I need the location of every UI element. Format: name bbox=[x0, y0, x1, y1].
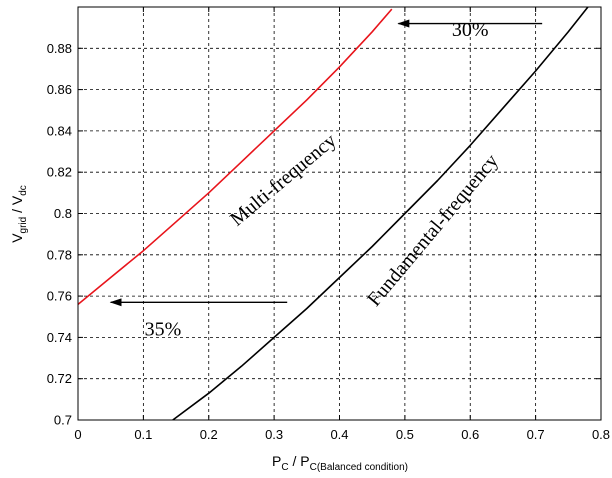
y-tick-label: 0.72 bbox=[47, 371, 72, 386]
y-tick-label: 0.84 bbox=[47, 123, 72, 138]
x-tick-label: 0.4 bbox=[330, 427, 348, 442]
x-tick-label: 0.2 bbox=[200, 427, 218, 442]
x-tick-label: 0.3 bbox=[265, 427, 283, 442]
y-tick-label: 0.7 bbox=[54, 413, 72, 428]
x-tick-label: 0.1 bbox=[134, 427, 152, 442]
series-line-2 bbox=[172, 7, 589, 420]
x-tick-label: 0.6 bbox=[461, 427, 479, 442]
annotation-label-4: 35% bbox=[145, 318, 182, 340]
y-tick-label: 0.76 bbox=[47, 289, 72, 304]
y-tick-label: 0.82 bbox=[47, 165, 72, 180]
y-tick-label: 0.74 bbox=[47, 330, 72, 345]
y-tick-label: 0.86 bbox=[47, 82, 72, 97]
y-tick-label: 0.88 bbox=[47, 41, 72, 56]
x-axis-label: PC / PC(Balanced condition) bbox=[272, 453, 408, 473]
x-tick-label: 0.7 bbox=[527, 427, 545, 442]
x-tick-label: 0.5 bbox=[396, 427, 414, 442]
series-line-1 bbox=[78, 8, 393, 306]
x-tick-label: 0.8 bbox=[592, 427, 610, 442]
y-axis-label: Vgrid / Vdc bbox=[9, 185, 29, 243]
y-tick-label: 0.78 bbox=[47, 247, 72, 262]
y-tick-label: 0.8 bbox=[54, 206, 72, 221]
annotation-label-3: 30% bbox=[452, 19, 489, 41]
x-tick-label: 0 bbox=[74, 427, 81, 442]
series-group bbox=[78, 7, 589, 420]
ticks: 0 0.1 0.2 0.3 0.4 0.5 0.6 0.7 0.8 0.7 0.72 0.74 0.76… bbox=[47, 7, 610, 442]
